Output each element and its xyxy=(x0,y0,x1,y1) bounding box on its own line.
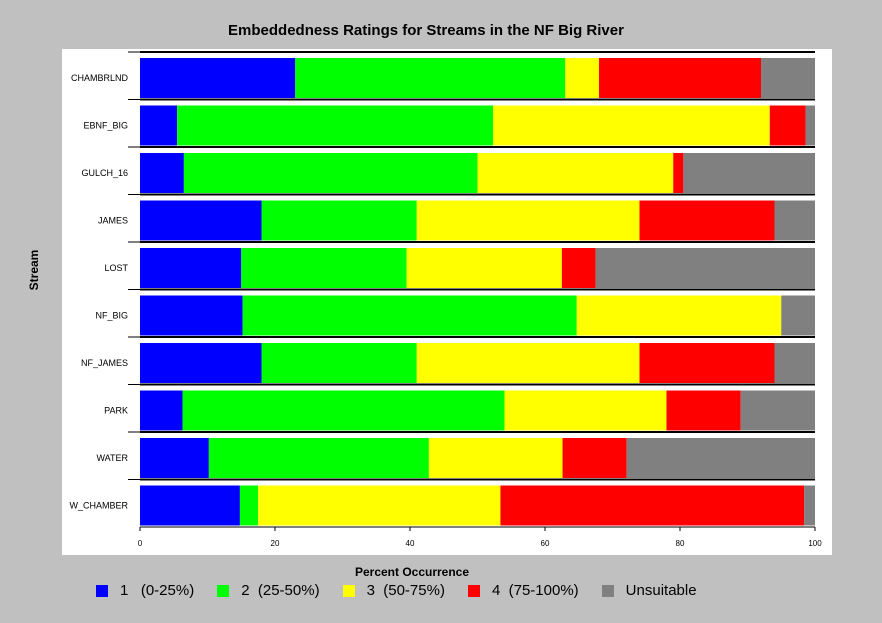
bar-water-s5 xyxy=(626,438,815,478)
x-tick-label: 60 xyxy=(541,539,550,548)
y-tick-label: CHAMBRLND xyxy=(71,73,129,83)
legend-swatch xyxy=(342,584,355,597)
bar-gulch_16-s4 xyxy=(673,153,684,193)
bar-park-s3 xyxy=(504,390,667,431)
bar-lost-s3 xyxy=(406,248,562,288)
legend-label: 4 (75-100%) xyxy=(491,582,579,599)
bar-james-s5 xyxy=(774,200,815,241)
bar-w_chamber-s3 xyxy=(258,485,501,526)
y-tick-label: NF_JAMES xyxy=(81,358,128,368)
bar-w_chamber-s4 xyxy=(500,485,805,526)
bar-james-s3 xyxy=(416,200,640,241)
bar-w_chamber-s2 xyxy=(239,485,259,526)
legend-item: 4 (75-100%) xyxy=(467,582,579,599)
y-tick-label: WATER xyxy=(97,453,129,463)
y-axis-label: Stream xyxy=(27,250,41,291)
legend-item: 3 (50-75%) xyxy=(342,582,445,599)
bar-lost-s5 xyxy=(595,248,815,288)
bar-gulch_16-s2 xyxy=(183,153,478,193)
bar-james-s2 xyxy=(261,200,417,241)
bar-nf_james-s1 xyxy=(140,343,262,383)
bar-chambrlnd-s2 xyxy=(295,58,566,98)
bar-gulch_16-s5 xyxy=(683,153,815,193)
y-tick-label: W_CHAMBER xyxy=(69,501,128,511)
bar-nf_james-s4 xyxy=(639,343,775,383)
legend-swatch xyxy=(96,584,108,597)
bar-w_chamber-s5 xyxy=(804,485,815,526)
bar-nf_james-s2 xyxy=(261,343,417,383)
bar-park-s5 xyxy=(740,390,815,431)
bar-ebnf_big-s5 xyxy=(805,105,815,146)
y-tick-label: GULCH_16 xyxy=(81,168,128,178)
x-tick-label: 20 xyxy=(271,539,280,548)
bar-chambrlnd-s5 xyxy=(761,58,815,98)
x-tick-label: 40 xyxy=(406,539,415,548)
bar-nf_big-s2 xyxy=(242,295,577,336)
x-axis: 0 20 40 60 80 100 xyxy=(138,526,822,548)
y-tick-label: JAMES xyxy=(98,216,128,226)
x-tick-label: 100 xyxy=(808,539,822,548)
legend: 1 (0-25%) 2 (25-50%) 3 (50-75%) 4 (75-100%)… xyxy=(96,582,720,599)
x-tick-label: 80 xyxy=(676,539,685,548)
bar-ebnf_big-s3 xyxy=(493,105,770,146)
legend-label: 2 (25-50%) xyxy=(241,582,320,599)
bar-water-s3 xyxy=(428,438,563,478)
legend-item: Unsuitable xyxy=(601,582,697,599)
legend-swatch xyxy=(217,584,230,597)
chart-title: Embeddedness Ratings for Streams in the … xyxy=(228,22,624,39)
y-tick-label: EBNF_BIG xyxy=(83,121,128,131)
bar-chambrlnd-s4 xyxy=(599,58,761,98)
legend-label: Unsuitable xyxy=(625,582,697,599)
bars-group xyxy=(140,51,815,526)
y-axis: CHAMBRLND EBNF_BIG GULCH_16 JAMES LOST NF_BIG… xyxy=(69,51,140,511)
bar-ebnf_big-s1 xyxy=(140,105,178,146)
bar-w_chamber-s1 xyxy=(140,485,240,526)
bar-nf_big-s3 xyxy=(576,295,782,336)
legend-swatch xyxy=(601,584,614,597)
y-tick-label: LOST xyxy=(104,263,128,273)
bar-chambrlnd-s3 xyxy=(565,58,599,98)
bar-chambrlnd-s1 xyxy=(140,58,296,98)
bar-lost-s1 xyxy=(140,248,242,288)
bar-gulch_16-s1 xyxy=(140,153,184,193)
bar-water-s1 xyxy=(140,438,209,478)
bar-lost-s2 xyxy=(241,248,407,288)
bar-james-s4 xyxy=(639,200,775,241)
bar-water-s4 xyxy=(562,438,627,478)
bar-park-s1 xyxy=(140,390,183,431)
legend-item: 1 (0-25%) xyxy=(96,582,194,599)
bar-gulch_16-s3 xyxy=(477,153,674,193)
bar-ebnf_big-s2 xyxy=(177,105,494,146)
bar-lost-s4 xyxy=(561,248,596,288)
legend-label: 1 (0-25%) xyxy=(120,582,195,599)
bar-ebnf_big-s4 xyxy=(769,105,806,146)
bar-nf_big-s1 xyxy=(140,295,243,336)
x-tick-label: 0 xyxy=(138,539,143,548)
y-tick-label: PARK xyxy=(104,406,128,416)
bar-park-s4 xyxy=(666,390,741,431)
legend-item: 2 (25-50%) xyxy=(217,582,320,599)
bar-nf_james-s5 xyxy=(774,343,815,383)
bar-nf_big-s5 xyxy=(781,295,815,336)
bar-nf_james-s3 xyxy=(416,343,640,383)
bar-park-s2 xyxy=(182,390,505,431)
legend-swatch xyxy=(467,584,480,597)
x-axis-label: Percent Occurrence xyxy=(355,565,469,579)
legend-label: 3 (50-75%) xyxy=(366,582,445,599)
bar-james-s1 xyxy=(140,200,262,241)
bar-water-s2 xyxy=(208,438,429,478)
y-tick-label: NF_BIG xyxy=(95,311,128,321)
